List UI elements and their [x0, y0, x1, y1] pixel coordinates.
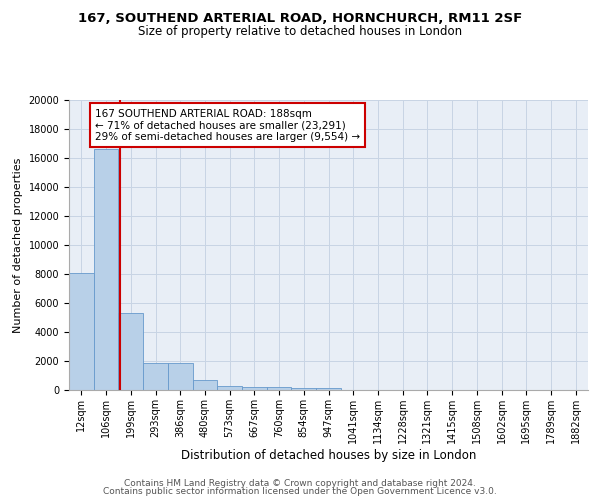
Bar: [242, 387, 267, 390]
X-axis label: Distribution of detached houses by size in London: Distribution of detached houses by size …: [181, 448, 476, 462]
Bar: [94, 150, 118, 390]
Text: Contains public sector information licensed under the Open Government Licence v3: Contains public sector information licen…: [103, 487, 497, 496]
Text: Contains HM Land Registry data © Crown copyright and database right 2024.: Contains HM Land Registry data © Crown c…: [124, 478, 476, 488]
Text: Size of property relative to detached houses in London: Size of property relative to detached ho…: [138, 25, 462, 38]
Bar: [267, 388, 292, 390]
Bar: [292, 388, 316, 390]
Y-axis label: Number of detached properties: Number of detached properties: [13, 158, 23, 332]
Text: 167, SOUTHEND ARTERIAL ROAD, HORNCHURCH, RM11 2SF: 167, SOUTHEND ARTERIAL ROAD, HORNCHURCH,…: [78, 12, 522, 26]
Bar: [193, 380, 217, 390]
Text: 167 SOUTHEND ARTERIAL ROAD: 188sqm
← 71% of detached houses are smaller (23,291): 167 SOUTHEND ARTERIAL ROAD: 188sqm ← 71%…: [95, 108, 360, 142]
Bar: [316, 388, 341, 390]
Bar: [217, 386, 242, 390]
Bar: [118, 313, 143, 390]
Bar: [143, 363, 168, 390]
Bar: [168, 363, 193, 390]
Bar: [69, 272, 94, 390]
